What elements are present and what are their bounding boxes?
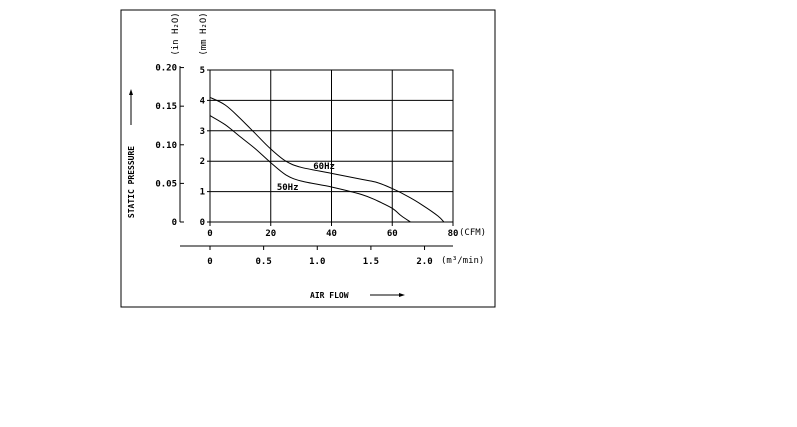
- y-tick-label: 5: [200, 66, 205, 76]
- secondary-x-tick-label: 2.0: [416, 257, 432, 267]
- y-tick-label: 0: [200, 218, 205, 228]
- x-unit-secondary: (m³/min): [441, 256, 484, 266]
- x-axis-label: AIR FLOW: [310, 291, 349, 300]
- plot-grid: [209, 69, 454, 223]
- series-label-50hz: 50Hz: [277, 183, 299, 193]
- y-tick-label: 1: [200, 188, 205, 198]
- x-tick-label: 20: [265, 229, 276, 239]
- y-tick-label: 3: [200, 127, 205, 137]
- secondary-y-tick-label: 0.20: [155, 64, 177, 74]
- secondary-y-tick-label: 0.05: [155, 179, 177, 189]
- chart-border: [120, 9, 496, 308]
- series-line-50hz: [209, 115, 411, 223]
- x-ticks: 0 20 40 60 80 0 0.5 1.0 1.5 2.0: [180, 222, 458, 267]
- secondary-x-tick-label: 0.5: [256, 257, 272, 267]
- secondary-x-tick-label: 1.5: [363, 257, 379, 267]
- secondary-x-tick-label: 0: [207, 257, 212, 267]
- secondary-y-tick-label: 0: [172, 218, 177, 228]
- x-unit-primary: (CFM): [459, 228, 486, 238]
- x-arrow-head: [399, 293, 405, 297]
- x-tick-label: 60: [387, 229, 398, 239]
- y-arrow-head: [129, 89, 133, 95]
- y-tick-label: 2: [200, 157, 205, 167]
- x-tick-label: 40: [326, 229, 337, 239]
- series-line-60hz: [209, 96, 445, 223]
- secondary-y-tick-label: 0.10: [155, 141, 177, 151]
- y-tick-label: 4: [200, 96, 206, 106]
- plot-curves: 60Hz 50Hz: [209, 96, 445, 223]
- y-unit-secondary: (in H₂O): [171, 12, 181, 55]
- y-axis-label: STATIC PRESSURE: [127, 146, 136, 218]
- secondary-x-tick-label: 1.0: [309, 257, 325, 267]
- secondary-y-tick-label: 0.15: [155, 102, 177, 112]
- series-label-60hz: 60Hz: [313, 162, 335, 172]
- x-tick-label: 80: [448, 229, 459, 239]
- x-tick-label: 0: [207, 229, 212, 239]
- y-ticks: 0 1 2 3 4 5 0 0.05 0.10 0.15 0.20: [155, 64, 210, 228]
- y-unit-primary: (mm H₂O): [199, 12, 209, 55]
